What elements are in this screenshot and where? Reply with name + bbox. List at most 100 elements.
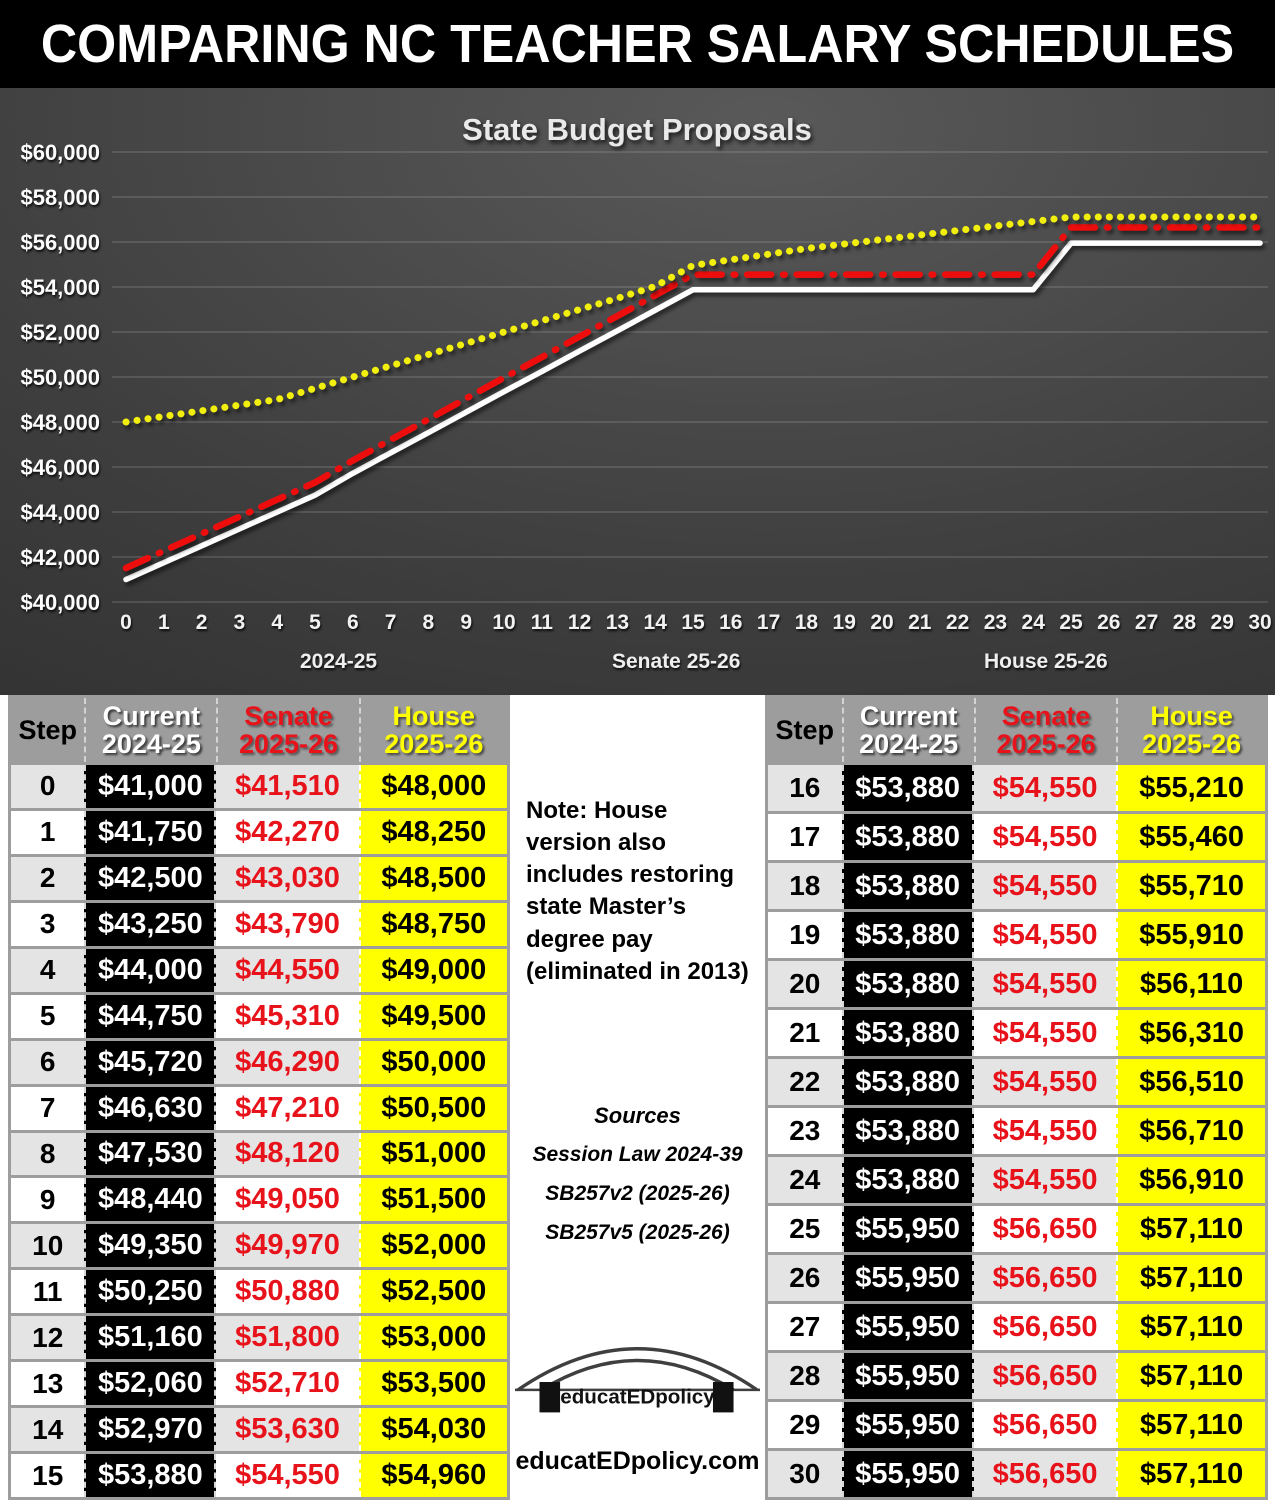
x-axis-tick-label: 20 bbox=[870, 611, 893, 634]
y-axis-tick-label: $40,000 bbox=[20, 590, 100, 615]
logo-text: educatEDpolicy bbox=[560, 1386, 715, 1409]
step-cell: 13 bbox=[11, 1362, 85, 1406]
step-cell: 22 bbox=[768, 1059, 842, 1105]
house-salary-cell: $57,110 bbox=[1116, 1353, 1265, 1399]
senate-salary-cell: $54,550 bbox=[973, 1157, 1117, 1203]
current-salary-cell: $53,880 bbox=[841, 814, 974, 860]
table-body: 16 $53,880 $54,550 $55,210 17 $53,880 $54,550 $… bbox=[768, 762, 1265, 1497]
x-axis-tick-label: 2 bbox=[196, 611, 208, 634]
current-salary-cell: $53,880 bbox=[841, 1157, 974, 1203]
column-header-step: Step bbox=[775, 714, 835, 745]
x-axis-tick-label: 14 bbox=[644, 611, 668, 634]
current-salary-cell: $49,350 bbox=[84, 1224, 217, 1268]
step-cell: 16 bbox=[768, 765, 842, 811]
step-cell: 15 bbox=[11, 1454, 85, 1497]
step-cell: 25 bbox=[768, 1206, 842, 1252]
senate-salary-cell: $54,550 bbox=[973, 814, 1117, 860]
senate-salary-cell: $50,880 bbox=[216, 1270, 359, 1314]
table-row-step-12: 12 $51,160 $51,800 $53,000 bbox=[11, 1313, 507, 1360]
house-salary-cell: $48,250 bbox=[358, 810, 507, 854]
x-axis-tick-label: 1 bbox=[158, 611, 170, 634]
senate-salary-cell: $51,800 bbox=[216, 1316, 359, 1360]
house-salary-cell: $54,030 bbox=[358, 1408, 507, 1452]
senate-salary-cell: $49,970 bbox=[216, 1224, 359, 1268]
y-axis-tick-label: $50,000 bbox=[20, 365, 100, 390]
y-axis-tick-label: $42,000 bbox=[20, 545, 100, 570]
current-salary-cell: $55,950 bbox=[841, 1402, 974, 1448]
x-axis-tick-label: 8 bbox=[423, 611, 435, 634]
table-row-step-14: 14 $52,970 $53,630 $54,030 bbox=[11, 1405, 507, 1452]
house-salary-cell: $49,500 bbox=[358, 994, 507, 1038]
current-salary-cell: $47,530 bbox=[84, 1132, 217, 1176]
step-cell: 12 bbox=[11, 1316, 85, 1360]
step-cell: 5 bbox=[11, 994, 85, 1038]
legend-label: Senate 25-26 bbox=[612, 650, 740, 673]
house-salary-cell: $50,500 bbox=[358, 1086, 507, 1130]
table-row-step-15: 15 $53,880 $54,550 $54,960 bbox=[11, 1451, 507, 1497]
y-axis-tick-label: $58,000 bbox=[20, 185, 100, 210]
senate-salary-cell: $56,650 bbox=[973, 1402, 1117, 1448]
table-header-row: Step Current 2024-25 Senate 2025-26 House 2025… bbox=[768, 698, 1265, 762]
current-salary-cell: $42,500 bbox=[84, 856, 217, 900]
current-salary-cell: $53,880 bbox=[841, 1108, 974, 1154]
x-axis-tick-label: 15 bbox=[681, 611, 705, 634]
current-salary-cell: $43,250 bbox=[84, 902, 217, 946]
senate-salary-cell: $56,650 bbox=[973, 1255, 1117, 1301]
table-row-step-27: 27 $55,950 $56,650 $57,110 bbox=[768, 1301, 1265, 1350]
house-salary-cell: $56,110 bbox=[1116, 961, 1265, 1007]
current-salary-cell: $55,950 bbox=[841, 1304, 974, 1350]
house-salary-cell: $52,000 bbox=[358, 1224, 507, 1268]
senate-salary-cell: $56,650 bbox=[973, 1206, 1117, 1252]
current-salary-cell: $52,970 bbox=[84, 1408, 217, 1452]
current-salary-cell: $53,880 bbox=[841, 863, 974, 909]
current-salary-cell: $41,000 bbox=[84, 765, 217, 808]
senate-salary-cell: $54,550 bbox=[973, 1108, 1117, 1154]
current-salary-cell: $51,160 bbox=[84, 1316, 217, 1360]
table-row-step-23: 23 $53,880 $54,550 $56,710 bbox=[768, 1105, 1265, 1154]
x-axis-tick-label: 27 bbox=[1135, 611, 1158, 634]
current-salary-cell: $46,630 bbox=[84, 1086, 217, 1130]
table-row-step-30: 30 $55,950 $56,650 $57,110 bbox=[768, 1448, 1265, 1497]
house-salary-cell: $55,910 bbox=[1116, 912, 1265, 958]
senate-salary-cell: $56,650 bbox=[973, 1353, 1117, 1399]
logo-outer-arc bbox=[516, 1347, 759, 1392]
x-axis-tick-label: 22 bbox=[946, 611, 969, 634]
house-salary-cell: $48,750 bbox=[358, 902, 507, 946]
x-axis-tick-label: 24 bbox=[1022, 611, 1046, 634]
y-axis-tick-label: $56,000 bbox=[20, 230, 100, 255]
house-salary-cell: $52,500 bbox=[358, 1270, 507, 1314]
educatedpolicy-logo: educatEDpolicy bbox=[515, 1347, 760, 1413]
table-row-step-11: 11 $50,250 $50,880 $52,500 bbox=[11, 1267, 507, 1314]
step-cell: 19 bbox=[768, 912, 842, 958]
sources-block: Sources Session Law 2024-39 SB257v2 (202… bbox=[510, 1103, 765, 1260]
table-row-step-22: 22 $53,880 $54,550 $56,510 bbox=[768, 1056, 1265, 1105]
x-axis-tick-label: 29 bbox=[1211, 611, 1234, 634]
step-cell: 30 bbox=[768, 1451, 842, 1497]
table-row-step-24: 24 $53,880 $54,550 $56,910 bbox=[768, 1154, 1265, 1203]
current-salary-cell: $52,060 bbox=[84, 1362, 217, 1406]
sources-heading: Sources bbox=[594, 1103, 681, 1128]
house-salary-cell: $56,910 bbox=[1116, 1157, 1265, 1203]
x-axis-tick-label: 4 bbox=[271, 611, 283, 634]
x-axis-tick-label: 21 bbox=[908, 611, 932, 634]
house-salary-cell: $56,310 bbox=[1116, 1010, 1265, 1056]
table-row-step-25: 25 $55,950 $56,650 $57,110 bbox=[768, 1203, 1265, 1252]
step-cell: 9 bbox=[11, 1178, 85, 1222]
column-header-current: Current 2024-25 bbox=[841, 698, 974, 762]
table-row-step-3: 3 $43,250 $43,790 $48,750 bbox=[11, 899, 507, 946]
series-line-house-25-26 bbox=[122, 213, 1264, 426]
x-axis-tick-label: 28 bbox=[1173, 611, 1197, 634]
senate-salary-cell: $41,510 bbox=[216, 765, 359, 808]
line-chart: State Budget Proposals $60,000 $58,000 $56,… bbox=[20, 112, 1271, 673]
current-salary-cell: $53,880 bbox=[841, 961, 974, 1007]
current-salary-cell: $48,440 bbox=[84, 1178, 217, 1222]
logo-inner-arc bbox=[540, 1358, 735, 1392]
senate-salary-cell: $47,210 bbox=[216, 1086, 359, 1130]
x-axis-tick-label: 17 bbox=[757, 611, 780, 634]
x-axis-tick-label: 3 bbox=[234, 611, 246, 634]
x-axis-tick-label: 9 bbox=[460, 611, 472, 634]
x-axis-tick-label: 23 bbox=[984, 611, 1007, 634]
table-row-step-8: 8 $47,530 $48,120 $51,000 bbox=[11, 1129, 507, 1176]
current-salary-cell: $53,880 bbox=[841, 1059, 974, 1105]
